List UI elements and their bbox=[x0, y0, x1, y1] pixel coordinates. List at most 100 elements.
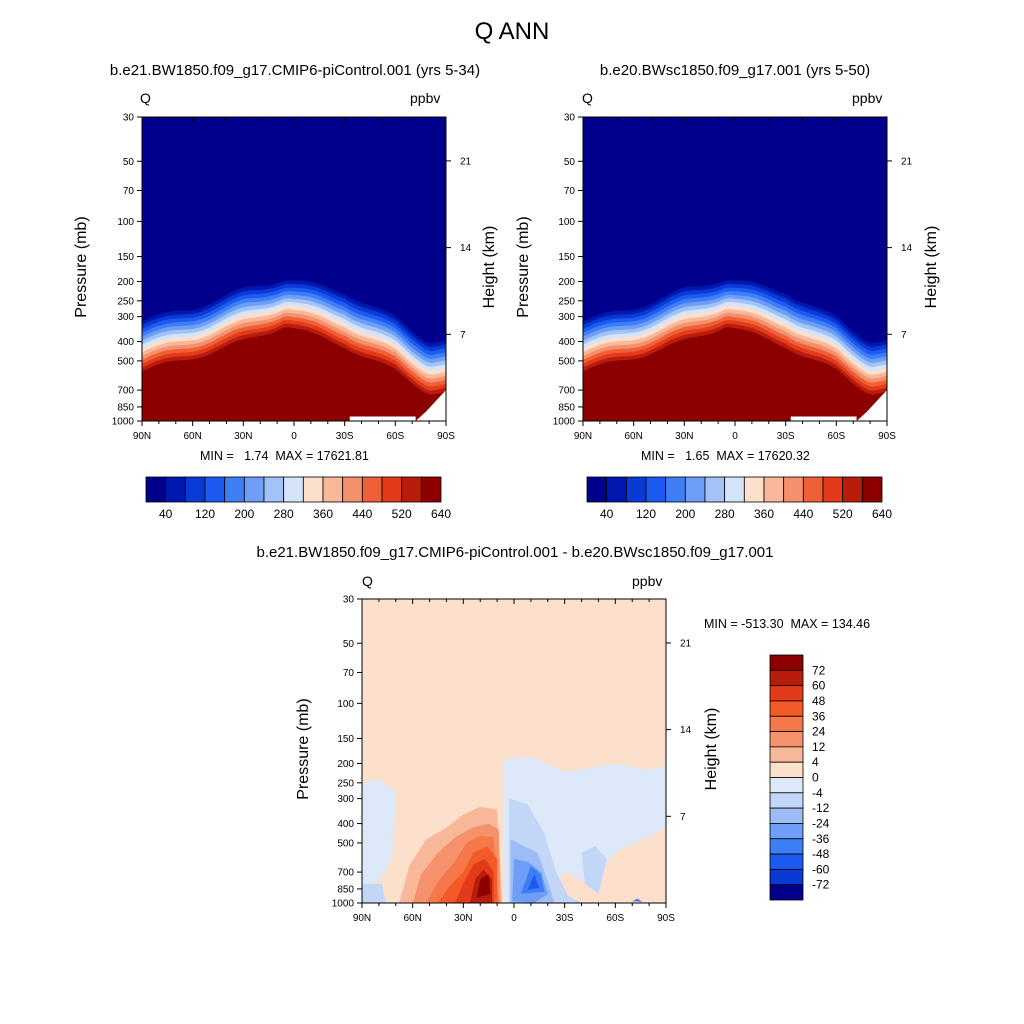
panel-2-colorbar-box bbox=[625, 476, 647, 503]
panel-1-missing-region bbox=[349, 416, 416, 421]
panel-3-colorbar-box bbox=[769, 838, 804, 855]
panel-3-pressure-tick-label: 150 bbox=[337, 734, 354, 745]
panel-2-contour-band bbox=[583, 327, 887, 421]
panel-2-colorbar-box bbox=[743, 476, 765, 503]
panel-1-pressure-tick-label: 30 bbox=[123, 113, 135, 124]
panel-1-pressure-tick-label: 100 bbox=[117, 217, 134, 228]
panel-3-lat-tick-label: 90S bbox=[657, 913, 675, 924]
panel-2-colorbar-box bbox=[586, 476, 608, 503]
panel-3-lat-tick-label: 30S bbox=[556, 913, 574, 924]
panel-1-lat-tick-label: 60S bbox=[386, 431, 404, 442]
panel-2-colorbar-box bbox=[802, 476, 824, 503]
panel-3-height-tick-label: 14 bbox=[680, 725, 692, 736]
panel-3-negative-band bbox=[362, 883, 386, 903]
panel-1-colorbar-box bbox=[322, 476, 344, 503]
panel-1-pressure-tick-label: 500 bbox=[117, 356, 134, 367]
panel-1-colorbar-label: 520 bbox=[392, 507, 412, 521]
panel-3-colorbar-label: 12 bbox=[812, 740, 826, 754]
panel-1-colorbar-box bbox=[165, 476, 186, 503]
panel-3-pressure-tick-label: 700 bbox=[337, 868, 354, 879]
panel-2-field bbox=[583, 117, 887, 421]
panel-1-colorbar-box bbox=[381, 476, 403, 503]
panel-1-colorbar-box bbox=[302, 476, 324, 503]
panel-1-colorbar-box bbox=[342, 476, 363, 503]
panel-1-lat-tick-label: 30N bbox=[234, 431, 252, 442]
panel-2-pressure-tick-label: 700 bbox=[558, 386, 575, 397]
panel-1-colorbar-label: 360 bbox=[313, 507, 333, 521]
panel-2-colorbar-label: 520 bbox=[833, 507, 853, 521]
panel-1-pressure-tick-label: 400 bbox=[117, 337, 134, 348]
panel-2-colorbar-box bbox=[724, 476, 745, 503]
panel-2-height-tick-label: 14 bbox=[901, 243, 913, 254]
panel-2-height-tick-label: 7 bbox=[901, 330, 907, 341]
panel-3-colorbar-box bbox=[769, 731, 804, 748]
panel-1-title: b.e21.BW1850.f09_g17.CMIP6-piControl.001… bbox=[109, 62, 481, 79]
panel-2-pressure-tick-label: 300 bbox=[558, 312, 575, 323]
panel-3-colorbar-box bbox=[769, 700, 804, 717]
panel-1-contour-band bbox=[142, 327, 446, 421]
panel-3-colorbar-box bbox=[769, 654, 804, 671]
panel-1-colorbar-label: 440 bbox=[352, 507, 372, 521]
panel-1-pressure-tick-label: 150 bbox=[117, 252, 134, 263]
panel-3-colorbar-box bbox=[769, 792, 804, 809]
panel-1-min-max: MIN = 1.74 MAX = 17621.81 bbox=[200, 449, 369, 463]
panel-3-colorbar-label: -4 bbox=[812, 786, 823, 800]
panel-1-pressure-tick-label: 250 bbox=[117, 296, 134, 307]
panel-3-colorbar-label: -24 bbox=[812, 816, 830, 830]
panel-3-colorbar-label: 72 bbox=[812, 663, 826, 677]
panel-2-lat-tick-label: 60S bbox=[827, 431, 845, 442]
panel-2-min-max: MIN = 1.65 MAX = 17620.32 bbox=[641, 449, 810, 463]
panel-3-lat-tick-label: 60S bbox=[606, 913, 624, 924]
panel-1-pressure-tick-label: 1000 bbox=[112, 417, 135, 428]
panel-2-colorbar-box bbox=[665, 476, 686, 503]
panel-3-negative-band bbox=[362, 779, 396, 884]
panel-1-height-tick-label: 14 bbox=[460, 243, 472, 254]
panel-1-pressure-tick-label: 70 bbox=[123, 186, 135, 197]
panel-3-colorbar-label: 36 bbox=[812, 709, 826, 723]
panel-1-colorbar-label: 120 bbox=[195, 507, 215, 521]
panel-2-colorbar-box bbox=[645, 476, 667, 503]
panel-2-lat-tick-label: 0 bbox=[732, 431, 738, 442]
panel-2-colorbar-box bbox=[842, 476, 863, 503]
panel-1-colorbar-box bbox=[224, 476, 245, 503]
panel-3-lat-tick-label: 60N bbox=[403, 913, 421, 924]
panel-2-pressure-tick-label: 150 bbox=[558, 252, 575, 263]
panel-2-pressure-tick-label: 400 bbox=[558, 337, 575, 348]
panel-1-lat-tick-label: 60N bbox=[183, 431, 201, 442]
panel-3-negative-band bbox=[632, 898, 643, 902]
panel-1-units: ppbv bbox=[410, 90, 441, 106]
panel-1-field bbox=[142, 117, 446, 421]
panel-2-height-tick-label: 21 bbox=[901, 156, 913, 167]
panel-3-positive-band bbox=[476, 874, 491, 898]
panel-1-height-tick-label: 21 bbox=[460, 156, 472, 167]
panel-3-colorbar-label: 48 bbox=[812, 694, 826, 708]
panel-3-colorbar-label: -36 bbox=[812, 832, 830, 846]
panel-3-pressure-tick-label: 70 bbox=[343, 668, 355, 679]
panel-2-pressure-tick-label: 850 bbox=[558, 402, 575, 413]
panel-2-lat-tick-label: 30N bbox=[675, 431, 693, 442]
panel-3-colorbar-box bbox=[769, 715, 804, 732]
panel-3-pressure-tick-label: 100 bbox=[337, 699, 354, 710]
panel-1-colorbar-box bbox=[283, 476, 304, 503]
panel-2-title: b.e20.BWsc1850.f09_g17.001 (yrs 5-50) bbox=[599, 62, 871, 79]
panel-3-pressure-tick-label: 1000 bbox=[332, 899, 355, 910]
panel-3-lat-tick-label: 30N bbox=[454, 913, 472, 924]
panel-2-missing-region bbox=[790, 416, 857, 421]
panel-1-colorbar-box bbox=[243, 476, 265, 503]
panel-3-negative-band bbox=[527, 874, 540, 890]
panel-2-pressure-tick-label: 70 bbox=[564, 186, 576, 197]
panel-1-lat-tick-label: 90N bbox=[133, 431, 151, 442]
panel-1-pressure-tick-label: 700 bbox=[117, 386, 134, 397]
panel-1-pressure-tick-label: 850 bbox=[117, 402, 134, 413]
panel-1-colorbar-box bbox=[420, 476, 442, 503]
panel-2-colorbar-box bbox=[606, 476, 627, 503]
panel-1-pressure-tick-label: 50 bbox=[123, 157, 135, 168]
panel-2-colorbar-box bbox=[783, 476, 804, 503]
panel-3-pressure-tick-label: 200 bbox=[337, 759, 354, 770]
panel-3-title: b.e21.BW1850.f09_g17.CMIP6-piControl.001… bbox=[256, 544, 774, 561]
panel-3-colorbar-box bbox=[769, 669, 804, 687]
panel-2-colorbar-box bbox=[684, 476, 706, 503]
panel-3-colorbar-box bbox=[769, 746, 804, 763]
panel-2-lat-tick-label: 90S bbox=[878, 431, 896, 442]
